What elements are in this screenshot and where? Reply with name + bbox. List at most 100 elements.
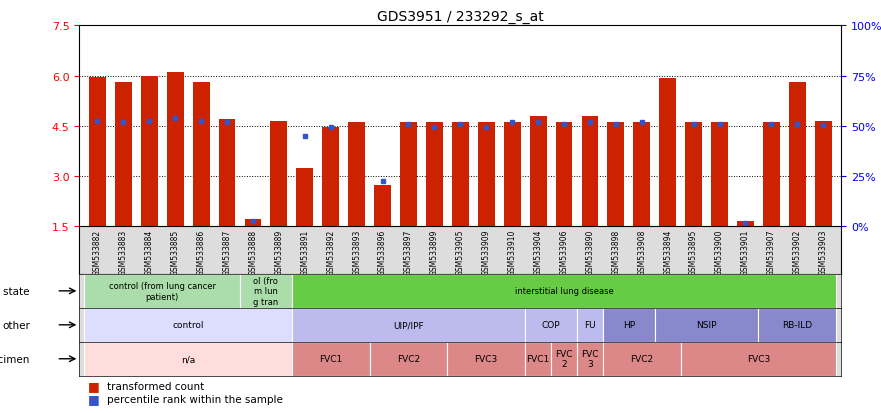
Bar <box>115 83 132 227</box>
Text: GSM533892: GSM533892 <box>326 229 335 275</box>
Text: FU: FU <box>584 320 596 330</box>
Text: ■: ■ <box>88 380 100 392</box>
Text: HP: HP <box>623 320 635 330</box>
Title: GDS3951 / 233292_s_at: GDS3951 / 233292_s_at <box>377 10 544 24</box>
Text: GSM533900: GSM533900 <box>715 229 724 275</box>
Bar <box>89 78 106 227</box>
Text: transformed count: transformed count <box>107 381 204 391</box>
Text: specimen: specimen <box>0 354 30 364</box>
Bar <box>270 121 287 227</box>
Text: FVC
2: FVC 2 <box>555 349 573 368</box>
Bar <box>788 83 806 227</box>
Bar <box>245 219 262 227</box>
Bar <box>292 274 836 308</box>
Text: GSM533904: GSM533904 <box>534 229 543 275</box>
Bar <box>711 123 728 227</box>
Bar <box>577 308 603 342</box>
Text: NSIP: NSIP <box>696 320 717 330</box>
Text: FVC1: FVC1 <box>527 354 550 363</box>
Text: control: control <box>173 320 204 330</box>
Text: GSM533895: GSM533895 <box>689 229 698 275</box>
Bar <box>551 342 577 376</box>
Bar <box>581 116 598 227</box>
Text: disease state: disease state <box>0 286 30 296</box>
Bar <box>759 308 836 342</box>
Text: GSM533907: GSM533907 <box>766 229 776 275</box>
Text: GSM533897: GSM533897 <box>404 229 413 275</box>
Bar <box>529 116 546 227</box>
Text: UIP/IPF: UIP/IPF <box>393 320 424 330</box>
Text: GSM533886: GSM533886 <box>196 229 205 275</box>
Bar <box>603 342 681 376</box>
Text: GSM533902: GSM533902 <box>793 229 802 275</box>
Bar <box>85 274 240 308</box>
Bar <box>525 308 577 342</box>
Bar <box>577 342 603 376</box>
Bar <box>556 123 573 227</box>
Text: GSM533883: GSM533883 <box>119 229 128 275</box>
Text: GSM533898: GSM533898 <box>611 229 620 275</box>
Bar <box>374 186 391 227</box>
Text: GSM533894: GSM533894 <box>663 229 672 275</box>
Text: GSM533905: GSM533905 <box>455 229 465 275</box>
Text: GSM533887: GSM533887 <box>223 229 232 275</box>
Bar <box>448 342 525 376</box>
Text: GSM533901: GSM533901 <box>741 229 750 275</box>
Text: GSM533908: GSM533908 <box>637 229 647 275</box>
Text: GSM533899: GSM533899 <box>430 229 439 275</box>
Text: FVC3: FVC3 <box>747 354 770 363</box>
Text: FVC
3: FVC 3 <box>581 349 599 368</box>
Text: GSM533882: GSM533882 <box>93 229 102 275</box>
Text: GSM533890: GSM533890 <box>586 229 595 275</box>
Bar <box>426 123 443 227</box>
Bar <box>85 308 292 342</box>
Text: GSM533910: GSM533910 <box>507 229 516 275</box>
Text: n/a: n/a <box>181 354 196 363</box>
Bar <box>504 123 521 227</box>
Text: RB-ILD: RB-ILD <box>782 320 812 330</box>
Bar <box>193 83 210 227</box>
Bar <box>240 274 292 308</box>
Bar <box>478 123 494 227</box>
Text: other: other <box>2 320 30 330</box>
Text: GSM533896: GSM533896 <box>378 229 387 275</box>
Text: GSM533906: GSM533906 <box>559 229 568 275</box>
Bar <box>85 342 292 376</box>
Bar <box>292 308 525 342</box>
Text: GSM533884: GSM533884 <box>144 229 154 275</box>
Text: GSM533903: GSM533903 <box>818 229 828 275</box>
Bar <box>348 123 365 227</box>
Bar <box>633 123 650 227</box>
Bar <box>607 123 625 227</box>
Bar <box>400 123 417 227</box>
Text: GSM533893: GSM533893 <box>352 229 361 275</box>
Bar <box>737 222 754 227</box>
Text: GSM533889: GSM533889 <box>274 229 284 275</box>
Text: FVC1: FVC1 <box>319 354 343 363</box>
Bar <box>815 121 832 227</box>
Bar <box>681 342 836 376</box>
Bar <box>141 76 158 227</box>
Text: GSM533891: GSM533891 <box>300 229 309 275</box>
Bar <box>655 308 759 342</box>
Text: control (from lung cancer
patient): control (from lung cancer patient) <box>108 282 216 301</box>
Text: GSM533888: GSM533888 <box>248 229 257 275</box>
Bar <box>167 73 183 227</box>
Text: percentile rank within the sample: percentile rank within the sample <box>107 394 284 404</box>
Bar <box>218 119 235 227</box>
Bar <box>659 79 676 227</box>
Bar <box>370 342 448 376</box>
Text: FVC3: FVC3 <box>475 354 498 363</box>
Bar <box>322 128 339 227</box>
Text: FVC2: FVC2 <box>630 354 654 363</box>
Text: COP: COP <box>542 320 560 330</box>
Text: interstitial lung disease: interstitial lung disease <box>515 287 613 296</box>
Text: contr
ol (fro
m lun
g tran
s: contr ol (fro m lun g tran s <box>254 266 278 316</box>
Text: GSM533909: GSM533909 <box>482 229 491 275</box>
Text: GSM533885: GSM533885 <box>171 229 180 275</box>
Bar <box>763 123 780 227</box>
Bar <box>525 342 551 376</box>
Bar <box>685 123 702 227</box>
Text: FVC2: FVC2 <box>397 354 420 363</box>
Text: ■: ■ <box>88 392 100 406</box>
